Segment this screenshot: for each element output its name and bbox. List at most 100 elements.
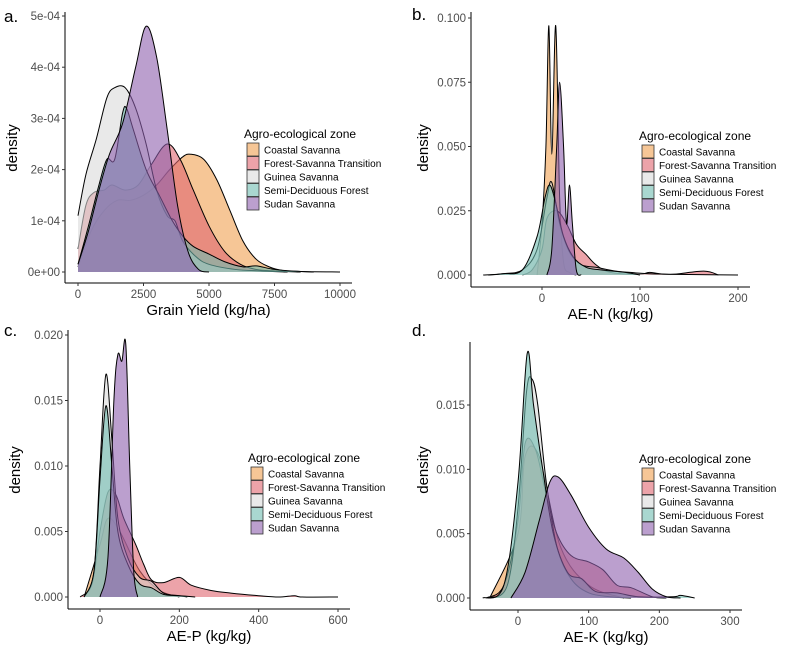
legend-label: Semi-Deciduous Forest [268,510,373,521]
y-tick-label: 0e+00 [28,267,60,279]
density-line-sudan-savanna [546,81,582,276]
panel-label: a. [4,7,18,26]
legend-label: Forest-Savanna Transition [659,484,776,495]
legend-label: Forest-Savanna Transition [264,159,381,170]
y-tick-label: 0.000 [437,270,466,282]
y-axis-title: density [7,446,24,494]
legend-label: Sudan Savanna [264,200,336,211]
legend-swatch [641,521,655,536]
density-line-sudan-savanna [510,475,681,599]
panel-label: b. [412,5,426,24]
x-tick-label: 0 [539,293,545,305]
legend-label: Semi-Deciduous Forest [659,511,764,522]
x-tick-label: 2500 [131,289,157,301]
legend-label: Forest-Savanna Transition [659,161,776,172]
x-tick-label: 0 [75,289,81,301]
legend-swatch [250,507,264,521]
legend-swatch [641,171,655,186]
y-axis-title: density [415,446,432,494]
x-tick-label: 0 [515,616,521,628]
y-tick-label: 0.025 [437,206,466,218]
legend-swatch [246,142,260,157]
legend-title: Agro-ecological zone [248,451,360,465]
x-tick-label: 0 [97,615,103,627]
legend-label: Sudan Savanna [659,525,731,536]
y-tick-label: 0.020 [34,330,63,342]
legend-label: Semi-Deciduous Forest [264,186,369,197]
x-tick-label: 5000 [196,289,222,301]
y-tick-label: 0.005 [34,527,63,539]
legend-swatch [641,481,655,495]
legend-swatch [250,520,264,535]
y-tick-label: 5e-04 [31,11,61,23]
legend-label: Coastal Savanna [659,148,736,159]
y-tick-label: 4e-04 [31,62,61,74]
y-tick-label: 0.100 [437,13,466,25]
legend-label: Coastal Savanna [264,146,341,157]
x-axis-title: Grain Yield (kg/ha) [146,302,270,319]
legend-swatch [250,493,264,508]
legend-swatch [641,158,655,172]
y-tick-label: 1e-04 [31,216,61,228]
legend-label: Coastal Savanna [659,471,736,482]
y-tick-label: 0.010 [436,464,465,476]
panel-label: c. [4,321,17,340]
legend-swatch [246,183,260,197]
density-area-sudan-savanna [78,26,209,272]
legend-label: Guinea Savanna [659,498,734,509]
legend-swatch [641,508,655,522]
legend-label: Guinea Savanna [264,173,339,184]
x-tick-label: 400 [249,615,268,627]
legend-label: Coastal Savanna [268,470,345,481]
legend-swatch [246,169,260,184]
x-axis-title: AE-N (kg/kg) [568,306,654,323]
legend-swatch [641,144,655,159]
y-tick-label: 0.050 [437,142,466,154]
x-tick-label: 100 [630,293,649,305]
x-tick-label: 200 [650,616,669,628]
legend-title: Agro-ecological zone [244,127,356,141]
y-axis-title: density [4,124,21,172]
panel-label: d. [412,321,426,340]
y-axis-title: density [415,124,432,172]
legend-label: Sudan Savanna [268,524,340,535]
y-tick-label: 0.015 [436,400,465,412]
legend-swatch [250,480,264,494]
x-tick-label: 100 [579,616,598,628]
legend-label: Guinea Savanna [268,497,343,508]
y-tick-label: 0.075 [437,77,466,89]
x-axis-title: AE-P (kg/kg) [167,628,252,645]
legend-swatch [246,156,260,170]
legend-label: Forest-Savanna Transition [268,483,385,494]
x-tick-label: 10000 [324,289,356,301]
y-tick-label: 0.000 [436,593,465,605]
x-axis-title: AE-K (kg/kg) [563,629,648,646]
density-line-sudan-savanna [99,338,139,598]
legend-swatch [641,494,655,509]
y-tick-label: 3e-04 [31,113,61,125]
y-tick-label: 0.000 [34,592,63,604]
legend-label: Sudan Savanna [659,202,731,213]
y-tick-label: 0.015 [34,396,63,408]
density-area-forest-savanna-transition [80,489,339,598]
x-tick-label: 200 [170,615,189,627]
x-tick-label: 7500 [262,289,288,301]
legend-swatch [641,198,655,213]
density-area-sudan-savanna [510,475,681,598]
x-tick-label: 600 [328,615,347,627]
legend-swatch [246,196,260,211]
density-line-sudan-savanna [77,25,210,273]
legend-label: Semi-Deciduous Forest [659,188,764,199]
legend-swatch [250,466,264,481]
legend-label: Guinea Savanna [659,175,734,186]
legend-swatch [641,185,655,199]
legend-title: Agro-ecological zone [639,452,751,466]
x-tick-label: 300 [720,616,739,628]
y-tick-label: 0.005 [436,529,465,541]
legend-title: Agro-ecological zone [639,129,751,143]
legend-swatch [641,467,655,482]
y-tick-label: 2e-04 [31,165,61,177]
x-tick-label: 200 [728,293,747,305]
y-tick-label: 0.010 [34,461,63,473]
